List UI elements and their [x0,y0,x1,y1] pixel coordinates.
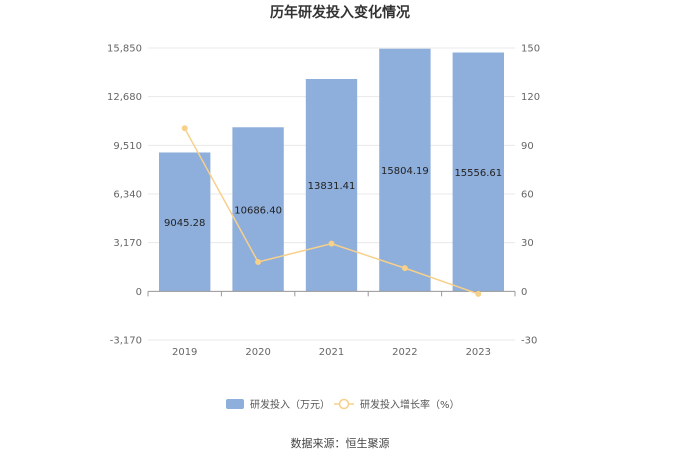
left-tick-label: 0 [136,287,142,298]
bar-value-label: 15804.19 [381,166,429,177]
legend-line-marker [338,398,350,410]
growth-point [181,125,188,132]
right-tick-label: 60 [521,190,534,201]
growth-point [401,265,408,272]
right-tick-label: 0 [521,287,527,298]
growth-point [255,258,262,265]
right-tick-label: 30 [521,238,534,249]
left-tick-label: 9,510 [113,141,142,152]
bar-value-label: 10686.40 [234,205,282,216]
growth-point [475,290,482,297]
legend-line-label[interactable]: 研发投入增长率（%） [360,398,460,411]
x-tick-label: 2023 [466,347,491,358]
left-tick-label: 12,680 [107,92,142,103]
legend: 研发投入（万元） 研发投入增长率（%） [226,398,460,411]
left-tick-label: 15,850 [107,44,142,55]
bar [159,152,211,292]
bar-value-label: 9045.28 [164,218,205,229]
data-labels: 9045.28 10686.40 13831.41 15804.19 15556.61 [164,166,502,229]
x-tick-label: 2022 [392,347,417,358]
left-tick-label: 6,340 [113,190,142,201]
right-tick-label: 90 [521,141,534,152]
line-series [181,125,482,297]
bar [379,48,431,292]
bar [305,78,358,292]
right-tick-label: 120 [521,92,540,103]
left-tick-label: 3,170 [113,238,142,249]
left-axis-ticks: -3,170 0 3,170 6,340 9,510 12,680 15,850 [107,44,142,347]
legend-bar-label[interactable]: 研发投入（万元） [250,398,330,411]
source-note: 数据来源：恒生聚源 [291,436,390,450]
left-tick-label: -3,170 [110,336,142,347]
growth-point [328,240,335,247]
bar-value-label: 13831.41 [308,181,356,192]
legend-bar-swatch[interactable] [226,399,244,409]
right-axis-ticks: -30 0 30 60 90 120 150 [521,44,540,347]
right-tick-label: 150 [521,44,540,55]
bar-series [159,48,504,292]
right-tick-label: -30 [521,336,537,347]
bar [452,52,504,292]
bar-value-label: 15556.61 [454,168,502,179]
x-tick-label: 2021 [319,347,344,358]
x-axis: 2019 2020 2021 2022 2023 [147,290,516,358]
x-tick-label: 2020 [245,347,270,358]
chart-title: 历年研发投入变化情况 [270,4,410,21]
x-tick-label: 2019 [172,347,197,358]
